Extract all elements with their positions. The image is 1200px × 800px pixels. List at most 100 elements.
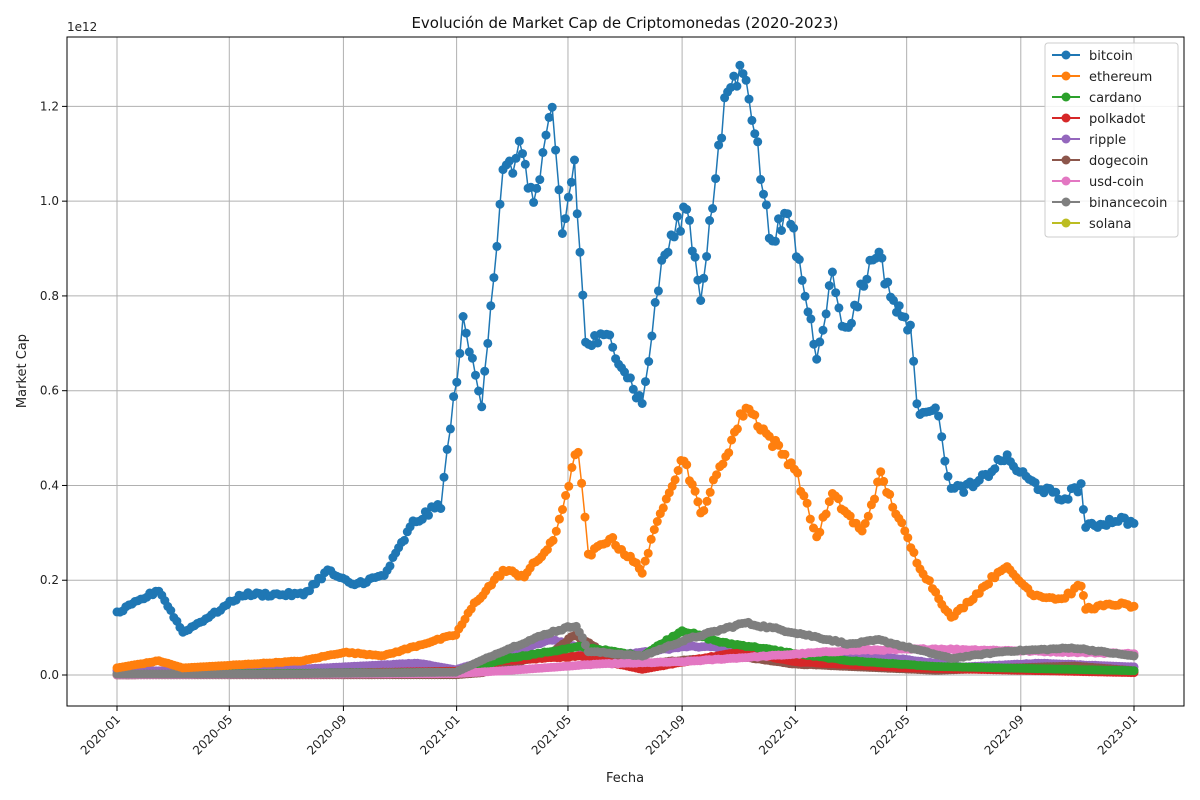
data-point-bitcoin	[467, 353, 477, 363]
data-point-ethereum	[718, 459, 728, 469]
legend-item-ripple: ripple	[1052, 133, 1126, 148]
x-tick-label: 2021-05	[529, 712, 574, 757]
legend-item-ethereum: ethereum	[1052, 70, 1152, 85]
data-point-ethereum	[564, 481, 574, 491]
data-point-bitcoin	[647, 331, 657, 341]
data-point-bitcoin	[1063, 494, 1073, 504]
data-point-bitcoin	[708, 204, 718, 213]
legend-label: solana	[1089, 217, 1132, 232]
data-point-ethereum	[561, 491, 571, 500]
legend-label: dogecoin	[1089, 154, 1148, 169]
data-point-bitcoin	[1076, 479, 1086, 489]
data-point-ethereum	[699, 506, 709, 516]
legend-item-dogecoin: dogecoin	[1052, 154, 1148, 169]
data-point-bitcoin	[480, 366, 490, 376]
data-point-bitcoin	[560, 214, 570, 224]
data-point-ethereum	[646, 534, 656, 544]
data-point-ethereum	[690, 486, 700, 496]
data-point-ethereum	[738, 411, 748, 421]
data-point-ethereum	[724, 448, 734, 458]
data-point-ethereum	[640, 556, 650, 566]
y-tick-label: 0.2	[40, 573, 59, 587]
data-point-ethereum	[870, 494, 879, 504]
data-point-ethereum	[824, 497, 834, 507]
data-point-bitcoin	[815, 337, 825, 347]
y-axis-title: Market Cap	[15, 334, 30, 408]
data-point-bitcoin	[827, 267, 837, 277]
data-point-ethereum	[876, 467, 886, 477]
data-point-bitcoin	[729, 71, 739, 81]
x-tick-label: 2022-09	[982, 712, 1027, 757]
data-point-bitcoin	[756, 175, 766, 184]
data-point-bitcoin	[489, 273, 499, 283]
data-point-bitcoin	[937, 432, 947, 442]
data-point-ethereum	[802, 498, 812, 508]
data-point-bitcoin	[699, 273, 709, 283]
data-point-bitcoin	[940, 456, 950, 466]
data-point-ethereum	[554, 514, 564, 524]
series-line-ethereum	[116, 407, 1135, 669]
legend-label: bitcoin	[1089, 49, 1133, 64]
data-point-ethereum	[780, 449, 790, 459]
data-point-bitcoin	[445, 424, 455, 434]
data-point-bitcoin	[750, 129, 760, 139]
legend-item-bitcoin: bitcoin	[1052, 49, 1133, 64]
data-point-bitcoin	[883, 277, 893, 287]
legend-item-binancecoin: binancecoin	[1052, 196, 1167, 211]
data-point-ethereum	[1078, 591, 1088, 600]
legend-box	[1044, 42, 1179, 238]
data-point-ethereum	[732, 424, 742, 434]
data-point-ethereum	[885, 489, 895, 499]
data-point-ethereum	[833, 494, 843, 504]
data-point-ethereum	[857, 526, 867, 536]
data-point-bitcoin	[909, 356, 919, 366]
data-point-bitcoin	[738, 69, 748, 79]
legend-marker	[1061, 218, 1071, 228]
data-point-bitcoin	[483, 338, 493, 348]
legend-label: ethereum	[1089, 70, 1152, 85]
legend-marker	[1061, 92, 1071, 102]
data-point-bitcoin	[544, 112, 554, 122]
data-point-bitcoin	[551, 145, 561, 155]
data-point-bitcoin	[934, 411, 944, 421]
data-point-bitcoin	[455, 348, 465, 358]
plot-frame	[66, 36, 1185, 707]
data-point-bitcoin	[541, 130, 551, 140]
data-point-ethereum	[815, 527, 825, 537]
data-point-bitcoin	[566, 177, 576, 187]
data-point-ethereum	[845, 511, 855, 521]
data-point-bitcoin	[471, 370, 480, 380]
data-point-ethereum	[750, 410, 760, 420]
data-point-binancecoin	[580, 640, 590, 650]
data-point-bitcoin	[570, 155, 579, 165]
data-point-bitcoin	[608, 342, 618, 352]
data-point-bitcoin	[436, 504, 446, 513]
data-point-bitcoin	[641, 377, 650, 387]
legend-item-usd-coin: usd-coin	[1052, 175, 1144, 190]
data-point-bitcoin	[930, 403, 940, 413]
data-point-bitcoin	[628, 384, 638, 394]
data-point-bitcoin	[789, 223, 799, 233]
data-point-bitcoin	[732, 81, 742, 91]
legend-marker	[1061, 113, 1071, 123]
data-point-bitcoin	[676, 226, 685, 236]
data-point-bitcoin	[385, 561, 395, 571]
data-point-bitcoin	[853, 302, 863, 312]
data-point-bitcoin	[821, 309, 831, 319]
legend-item-cardano: cardano	[1052, 91, 1142, 106]
data-point-ethereum	[888, 502, 898, 512]
data-point-bitcoin	[818, 325, 828, 335]
legend-marker	[1061, 71, 1071, 81]
data-point-bitcoin	[514, 136, 524, 146]
data-point-ethereum	[643, 548, 653, 558]
data-point-ethereum	[551, 526, 561, 536]
data-point-bitcoin	[777, 226, 786, 235]
data-point-bitcoin	[900, 312, 910, 322]
data-point-bitcoin	[625, 373, 635, 383]
data-point-ethereum	[687, 479, 697, 489]
y-tick-label: 0.8	[40, 289, 59, 303]
data-point-bitcoin	[812, 354, 822, 364]
data-point-bitcoin	[905, 320, 915, 330]
data-point-bitcoin	[943, 471, 953, 481]
data-point-ethereum	[1129, 601, 1139, 611]
